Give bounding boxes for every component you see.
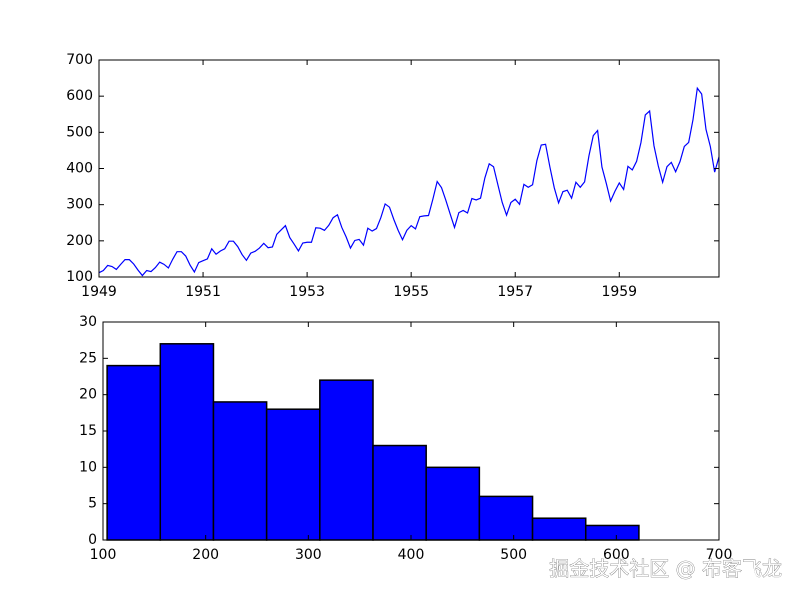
x-tick-label: 100: [90, 547, 117, 563]
watermark: 掘金技术社区 @ 布客飞龙: [549, 557, 782, 581]
y-tick-label: 25: [79, 350, 97, 366]
y-tick-label: 200: [66, 233, 93, 249]
y-tick-label: 0: [88, 532, 97, 548]
y-tick-label: 10: [79, 459, 97, 475]
axes-frame: [98, 59, 720, 278]
histogram-bar: [212, 401, 268, 541]
y-tick-label: 700: [66, 52, 93, 68]
histogram-bar: [159, 343, 215, 541]
x-tick-label: 1951: [185, 284, 221, 300]
data-line: [98, 86, 720, 277]
x-tick-label: 700: [706, 547, 733, 563]
x-tick-label: 500: [500, 547, 527, 563]
y-tick-label: 15: [79, 423, 97, 439]
x-tick-label: 1959: [601, 284, 637, 300]
histogram-bar: [265, 408, 321, 541]
y-tick-label: 100: [66, 269, 93, 285]
y-tick-label: 20: [79, 387, 97, 403]
x-tick-label: 300: [295, 547, 322, 563]
x-tick-label: 1957: [497, 284, 533, 300]
x-tick-label: 400: [398, 547, 425, 563]
x-tick-label: 200: [192, 547, 219, 563]
x-tick-label: 1949: [81, 284, 117, 300]
histogram-bar: [478, 495, 534, 541]
y-tick-label: 500: [66, 124, 93, 140]
y-tick-label: 5: [88, 496, 97, 512]
y-tick-label: 600: [66, 88, 93, 104]
x-tick-label: 600: [603, 547, 630, 563]
y-tick-label: 30: [79, 314, 97, 330]
x-tick-label: 1953: [289, 284, 325, 300]
histogram-bar: [372, 444, 427, 541]
x-tick-label: 1955: [393, 284, 429, 300]
y-tick-label: 400: [66, 161, 93, 177]
histogram-bar: [106, 364, 162, 541]
histogram-bar: [584, 524, 640, 541]
histogram-bar: [531, 517, 587, 541]
histogram-bar: [319, 379, 374, 541]
histogram-bar: [425, 466, 481, 541]
y-tick-label: 300: [66, 197, 93, 213]
